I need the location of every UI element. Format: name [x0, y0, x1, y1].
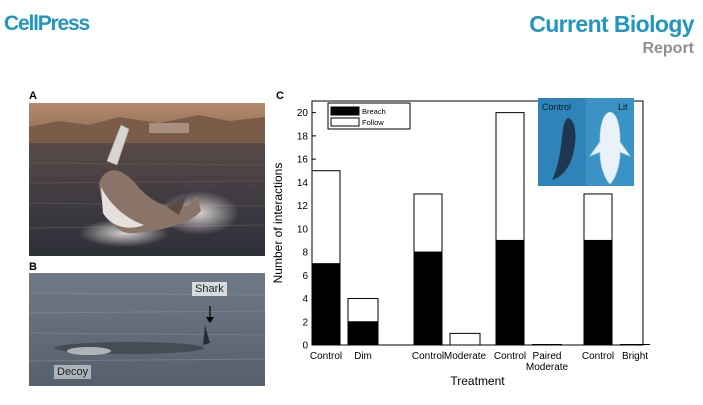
bar-breach: [495, 239, 525, 346]
bar-follow: [311, 170, 341, 265]
x-tick-label: Control: [310, 351, 342, 362]
y-tick-label: 10: [297, 224, 309, 235]
y-tick-label: 18: [297, 131, 309, 142]
panel-a-photo: [29, 103, 265, 256]
x-tick-label: Control: [412, 351, 444, 362]
article-type: Report: [642, 40, 694, 57]
x-axis-label: Treatment: [450, 374, 505, 388]
panel-c-label: C: [276, 90, 284, 102]
journal-title: Current Biology: [529, 11, 694, 37]
inset-label-lit: Lit: [618, 102, 628, 112]
x-tick-label: Moderate: [444, 351, 487, 362]
bar-breach: [347, 321, 379, 346]
bar-follow: [449, 332, 481, 346]
x-tick-label: Paired: [533, 351, 562, 362]
decoy-label: Decoy: [54, 365, 92, 379]
bar-follow: [413, 193, 443, 253]
y-tick-label: 16: [297, 155, 309, 166]
bar-breach: [311, 263, 341, 346]
inset-control-decoy: [552, 118, 576, 180]
y-tick-label: 2: [302, 317, 308, 328]
y-tick-label: 14: [297, 178, 309, 189]
y-axis-label: Number of interactions: [271, 163, 285, 284]
bar-follow: [347, 298, 379, 323]
cellpress-logo: CellPress: [4, 12, 90, 35]
x-tick-label: Dim: [354, 351, 372, 362]
inset-lit-decoy: [588, 111, 632, 185]
panel-b-label: B: [29, 261, 37, 273]
legend-label-follow: Follow: [362, 118, 384, 127]
bar-follow: [495, 112, 525, 241]
panel-a-label: A: [29, 90, 37, 102]
x-tick-label: Moderate: [526, 362, 569, 373]
bar-follow: [583, 193, 613, 241]
y-tick-label: 12: [297, 201, 309, 212]
y-tick-label: 20: [297, 108, 309, 119]
legend-label-breach: Breach: [362, 107, 386, 116]
bar-breach: [413, 251, 443, 346]
y-tick-label: 8: [302, 248, 308, 259]
y-tick-label: 6: [302, 271, 308, 282]
legend-swatch-follow: [330, 117, 360, 127]
legend-swatch-breach: [330, 106, 360, 116]
x-tick-label: Control: [494, 351, 526, 362]
y-tick-label: 0: [302, 341, 308, 352]
bar-breach: [583, 239, 613, 346]
y-tick-label: 4: [302, 294, 308, 305]
shark-label: Shark: [192, 282, 227, 296]
x-tick-label: Bright: [622, 351, 648, 362]
inset-label-control: Control: [542, 102, 571, 112]
x-tick-label: Control: [582, 351, 614, 362]
